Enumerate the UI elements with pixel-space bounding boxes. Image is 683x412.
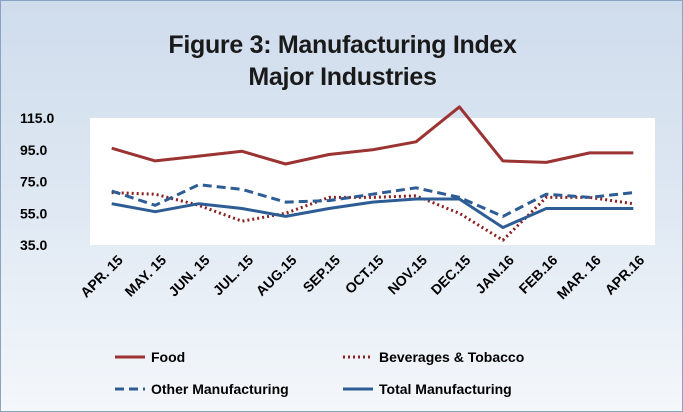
x-tick-label: MAR. 16 (554, 252, 605, 303)
y-tick-label: 115.0 (20, 110, 54, 126)
chart-title: Figure 3: Manufacturing Index (168, 31, 517, 59)
y-tick-label: 35.0 (20, 237, 47, 253)
plot-area (90, 118, 655, 245)
x-tick-label: JUL. 15 (210, 252, 257, 299)
y-axis: 115.0 95.0 75.0 55.0 35.0 (20, 110, 54, 253)
series-line (111, 197, 634, 229)
x-tick-label: JUN. 15 (165, 252, 213, 300)
y-tick-label: 55.0 (20, 205, 47, 221)
x-tick-label: OCT.15 (342, 252, 387, 297)
x-tick-label: NOV.15 (384, 252, 430, 298)
series-line (111, 183, 634, 218)
legend-label: Other Manufacturing (151, 381, 289, 397)
legend-label: Food (151, 349, 185, 365)
x-tick-label: DEC.15 (428, 252, 474, 298)
x-tick-label: SEP.15 (300, 252, 344, 296)
legend: Food Beverages & Tobacco Other Manufacturi… (115, 349, 524, 397)
chart-subtitle: Major Industries (248, 63, 437, 91)
y-tick-label: 95.0 (20, 142, 47, 158)
x-tick-label: APR. 15 (77, 252, 126, 301)
x-tick-label: APR.16 (601, 252, 647, 298)
series-lines (111, 105, 634, 242)
x-tick-label: MAY. 15 (121, 252, 169, 300)
y-tick-label: 75.0 (20, 174, 47, 190)
legend-label: Beverages & Tobacco (379, 349, 524, 365)
x-tick-label: JAN.16 (472, 252, 517, 297)
series-line (111, 191, 634, 242)
x-tick-label: AUG.15 (253, 252, 300, 299)
series-line (111, 105, 634, 166)
legend-label: Total Manufacturing (379, 381, 512, 397)
